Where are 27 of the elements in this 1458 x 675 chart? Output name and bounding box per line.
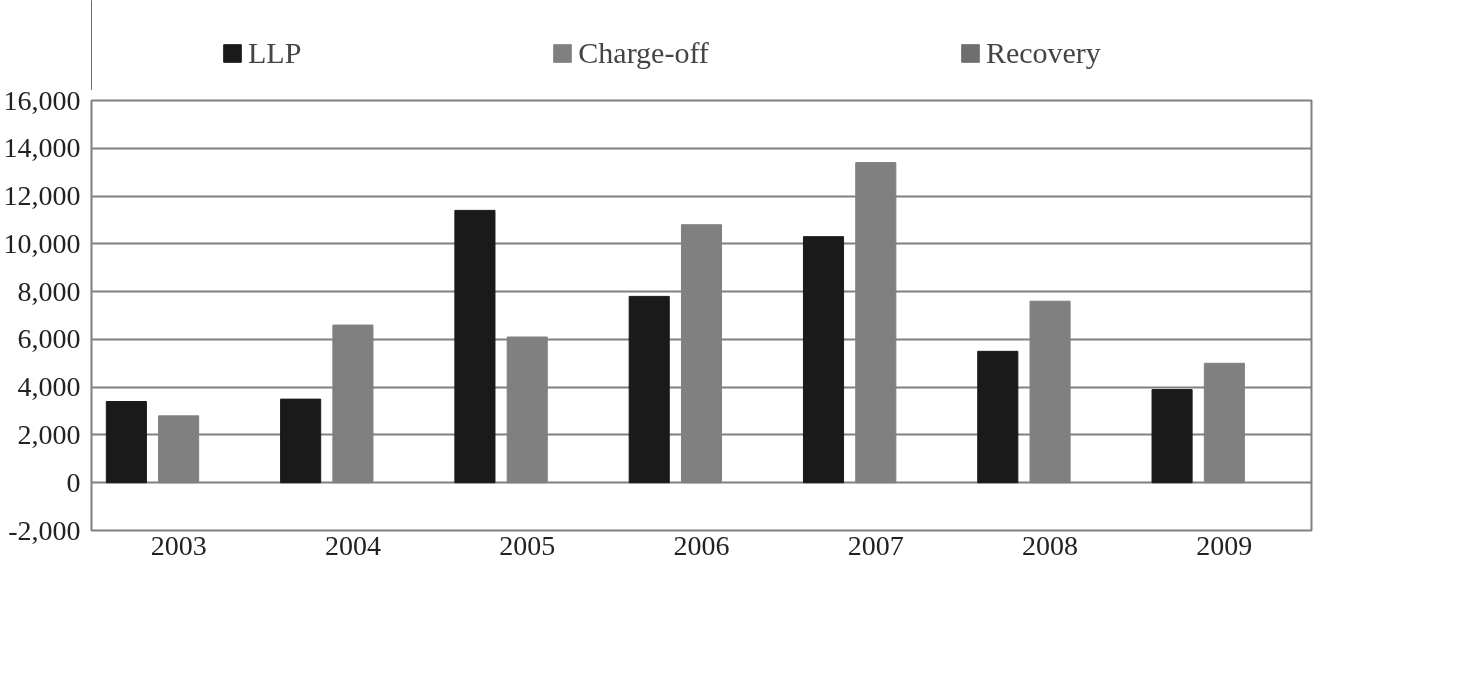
y-tick-label: 2,000 (17, 418, 81, 450)
x-tick-label: 2004 (324, 529, 381, 561)
legend-label: Charge-off (578, 36, 709, 70)
bar (1151, 389, 1193, 484)
bar (628, 295, 670, 484)
y-tick-label: 8,000 (17, 275, 81, 307)
bar (454, 209, 496, 484)
y-tick-label: 12,000 (3, 180, 81, 212)
bar (802, 236, 845, 484)
bar (977, 350, 1019, 484)
bar (105, 401, 147, 484)
x-tick-label: 2005 (499, 529, 556, 561)
x-tick-label: 2009 (1196, 529, 1253, 561)
y-tick-label: 4,000 (17, 371, 81, 403)
x-tick-label: 2003 (150, 529, 207, 561)
x-tick-label: 2006 (673, 529, 730, 561)
y-tick-label: 14,000 (3, 132, 81, 164)
y-tick-label: 16,000 (3, 84, 81, 116)
y-tick-label: 0 (66, 466, 81, 498)
x-tick-label: 2007 (847, 529, 904, 561)
bar (280, 398, 322, 484)
y-tick-label: 10,000 (3, 227, 81, 259)
legend-label: Recovery (985, 36, 1101, 70)
x-tick-label: 2008 (1022, 529, 1079, 561)
y-tick-label: -2,000 (8, 514, 81, 546)
y-tick-label: 6,000 (17, 323, 81, 355)
legend-label: LLP (248, 36, 302, 70)
